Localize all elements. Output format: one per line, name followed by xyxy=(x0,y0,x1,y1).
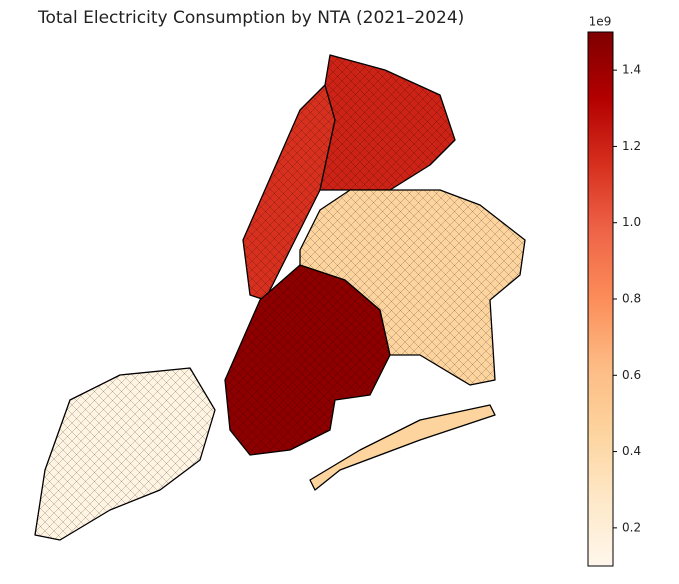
colorbar-tick-label: 0.6 xyxy=(622,368,641,382)
colorbar-tick-label: 1.2 xyxy=(622,139,641,153)
colorbar-tick-label: 1.0 xyxy=(622,215,641,229)
region xyxy=(309,404,496,491)
nta-borders xyxy=(35,55,525,540)
colorbar-offset: 1e9 xyxy=(589,15,612,29)
chart-title: Total Electricity Consumption by NTA (20… xyxy=(37,8,464,28)
colorbar-tick-label: 0.4 xyxy=(622,444,641,458)
colorbar-tick-label: 1.4 xyxy=(622,63,641,77)
colorbar xyxy=(587,31,614,567)
colorbar-tick-label: 0.8 xyxy=(622,292,641,306)
colorbar-tick-label: 0.2 xyxy=(622,520,641,534)
